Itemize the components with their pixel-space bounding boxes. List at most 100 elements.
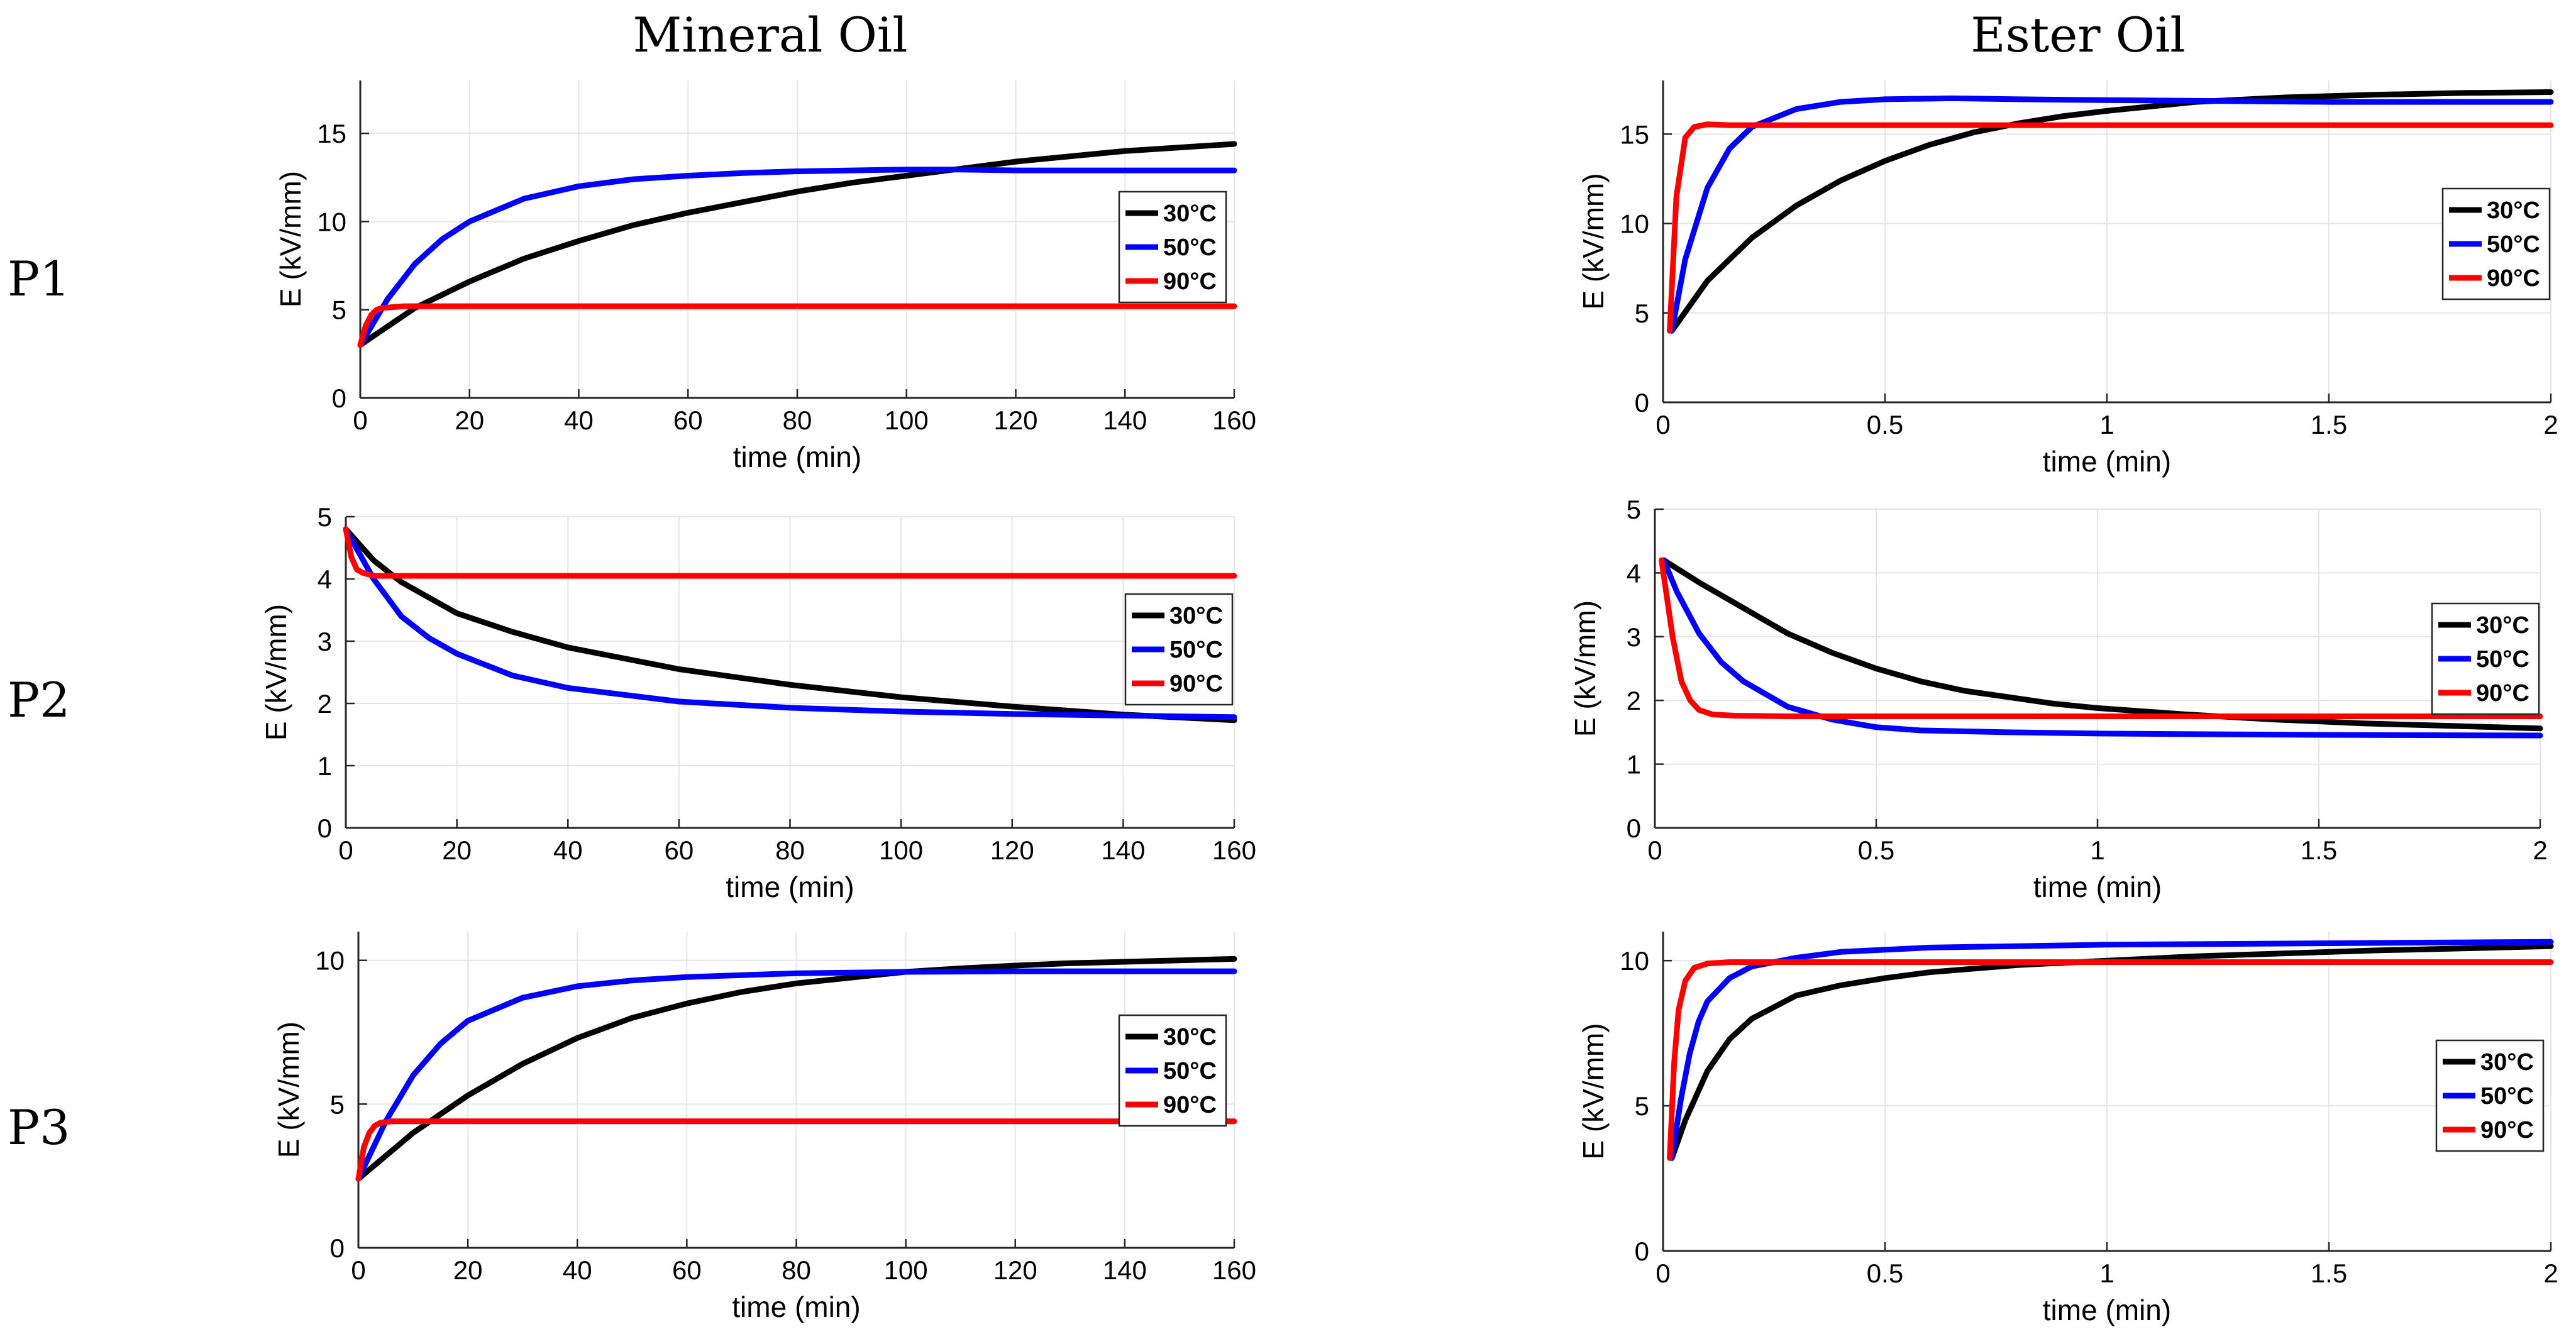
y-tick-label: 5 bbox=[1627, 495, 1641, 524]
y-tick-label: 0 bbox=[318, 813, 332, 843]
y-axis-label: E (kV/mm) bbox=[1569, 600, 1601, 737]
x-tick-label: 40 bbox=[553, 835, 583, 865]
series-line-50c bbox=[1661, 557, 2543, 739]
y-tick-label: 10 bbox=[1620, 946, 1649, 976]
y-tick-label: 10 bbox=[315, 946, 345, 976]
x-tick-label: 1 bbox=[2090, 835, 2104, 865]
series-line-50c bbox=[1669, 939, 2554, 1161]
series-line-90c bbox=[1667, 121, 2554, 334]
x-tick-label: 160 bbox=[1212, 1255, 1256, 1285]
x-tick-label: 1 bbox=[2099, 410, 2114, 439]
y-tick-label: 5 bbox=[330, 1089, 345, 1119]
x-axis-label: time (min) bbox=[726, 871, 854, 903]
x-tick-label: 20 bbox=[442, 835, 472, 865]
legend-label: 30°C bbox=[1169, 603, 1223, 629]
x-tick-label: 60 bbox=[672, 1255, 702, 1285]
x-tick-label: 0.5 bbox=[1867, 1259, 1903, 1288]
y-tick-label: 0 bbox=[330, 1233, 345, 1263]
legend-label: 50°C bbox=[2487, 231, 2540, 258]
series-line-90c bbox=[355, 1118, 1237, 1182]
series-line-30c bbox=[355, 956, 1237, 1182]
y-axis-label: E (kV/mm) bbox=[1577, 1023, 1610, 1159]
x-tick-label: 120 bbox=[990, 835, 1034, 865]
x-tick-label: 60 bbox=[673, 405, 703, 435]
x-tick-label: 1 bbox=[2099, 1259, 2114, 1288]
y-tick-label: 15 bbox=[1620, 119, 1649, 149]
series-line-90c bbox=[357, 303, 1237, 348]
chart-P1-ester: 0 0.5 1 1.5 2 0 5 10 15 time (min) E (kV/mm) 30°C 50… bbox=[1577, 80, 2558, 478]
legend-label: 90°C bbox=[1169, 671, 1223, 697]
x-tick-label: 0 bbox=[1656, 1259, 1670, 1288]
y-tick-label: 1 bbox=[318, 751, 332, 781]
row-label-p2: P2 bbox=[8, 672, 70, 728]
y-tick-label: 1 bbox=[1627, 750, 1641, 779]
x-tick-label: 160 bbox=[1212, 405, 1256, 435]
x-tick-label: 60 bbox=[665, 835, 694, 865]
x-tick-label: 20 bbox=[455, 405, 484, 435]
x-tick-label: 2 bbox=[2543, 1259, 2558, 1288]
chart-P1-mineral: 0 20 40 60 80 100 120 140 160 0 5 10 15 time (min) E (… bbox=[274, 80, 1256, 473]
x-tick-label: 120 bbox=[993, 1255, 1037, 1285]
series-line-30c bbox=[1661, 557, 2543, 732]
legend-label: 90°C bbox=[2476, 680, 2529, 707]
x-tick-label: 40 bbox=[563, 1255, 592, 1285]
series-line-90c bbox=[343, 526, 1237, 579]
legend: 30°C 50°C 90°C bbox=[2431, 602, 2540, 715]
row-label-p3: P3 bbox=[8, 1099, 70, 1155]
x-tick-label: 1.5 bbox=[2311, 410, 2347, 439]
series-line-30c bbox=[357, 141, 1237, 348]
legend-label: 90°C bbox=[1163, 268, 1217, 295]
x-tick-label: 40 bbox=[564, 405, 594, 435]
series-line-50c bbox=[1669, 95, 2554, 334]
chart-P2-mineral: 0 20 40 60 80 100 120 140 160 0 1 2 3 4 5 time (min) E (… bbox=[260, 502, 1256, 903]
legend-label: 30°C bbox=[1163, 201, 1217, 227]
y-tick-label: 5 bbox=[1635, 299, 1649, 328]
legend-label: 30°C bbox=[1163, 1024, 1217, 1050]
x-tick-label: 100 bbox=[879, 835, 923, 865]
x-tick-label: 100 bbox=[884, 1255, 928, 1285]
y-axis-label: E (kV/mm) bbox=[272, 1022, 305, 1158]
y-tick-label: 0 bbox=[1627, 813, 1641, 843]
y-axis-label: E (kV/mm) bbox=[274, 171, 307, 307]
chart-P3-mineral: 0 20 40 60 80 100 120 140 160 0 5 10 time (min) E (kV… bbox=[272, 932, 1256, 1323]
x-tick-label: 100 bbox=[885, 405, 929, 435]
x-tick-label: 0 bbox=[351, 1255, 365, 1285]
x-axis-label: time (min) bbox=[2043, 1294, 2171, 1326]
y-tick-label: 3 bbox=[1627, 622, 1641, 652]
x-tick-label: 1.5 bbox=[2311, 1259, 2347, 1288]
x-tick-label: 1.5 bbox=[2301, 835, 2337, 865]
legend: 30°C 50°C 90°C bbox=[1118, 190, 1227, 304]
series-line-90c bbox=[1659, 557, 2543, 719]
legend-label: 90°C bbox=[2487, 265, 2540, 292]
x-axis-label: time (min) bbox=[2033, 871, 2162, 903]
series-line-50c bbox=[357, 167, 1237, 348]
y-tick-label: 10 bbox=[1620, 209, 1649, 239]
x-tick-label: 2 bbox=[2543, 410, 2558, 439]
legend: 30°C 50°C 90°C bbox=[1124, 593, 1234, 706]
y-tick-label: 5 bbox=[318, 502, 332, 532]
x-tick-label: 20 bbox=[453, 1255, 483, 1285]
legend-label: 30°C bbox=[2480, 1049, 2534, 1076]
legend-label: 30°C bbox=[2476, 612, 2529, 639]
y-tick-label: 5 bbox=[332, 295, 346, 325]
legend-label: 50°C bbox=[1163, 234, 1217, 261]
x-tick-label: 80 bbox=[775, 835, 805, 865]
legend-label: 90°C bbox=[1163, 1092, 1217, 1118]
y-tick-label: 5 bbox=[1635, 1091, 1649, 1121]
x-tick-label: 140 bbox=[1103, 1255, 1147, 1285]
y-tick-label: 10 bbox=[317, 207, 346, 236]
legend-label: 30°C bbox=[2487, 197, 2540, 224]
x-axis-label: time (min) bbox=[2043, 445, 2171, 478]
x-tick-label: 0 bbox=[1647, 835, 1662, 865]
y-tick-label: 0 bbox=[1635, 388, 1649, 417]
y-tick-label: 4 bbox=[318, 565, 332, 594]
x-tick-label: 0 bbox=[1656, 410, 1670, 439]
legend: 30°C 50°C 90°C bbox=[2435, 1039, 2545, 1152]
x-tick-label: 160 bbox=[1212, 835, 1256, 865]
y-tick-label: 2 bbox=[1627, 686, 1641, 715]
x-tick-label: 80 bbox=[783, 405, 812, 435]
y-tick-label: 0 bbox=[332, 383, 346, 413]
y-tick-label: 3 bbox=[318, 627, 332, 656]
